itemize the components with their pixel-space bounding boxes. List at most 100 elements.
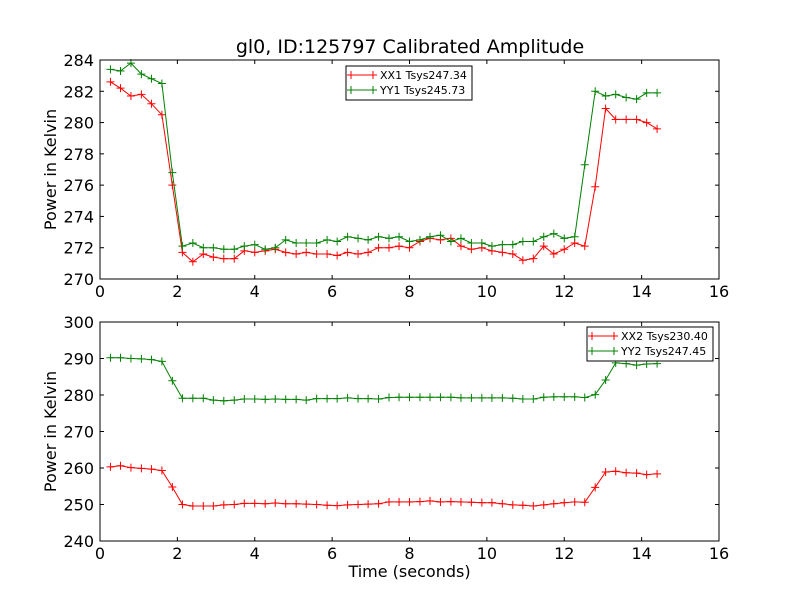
data-point: [622, 115, 631, 124]
data-point: [116, 66, 125, 75]
data-point: [333, 251, 342, 260]
data-point: [147, 355, 156, 364]
y-tick-label: 270: [63, 423, 94, 442]
y-tick-label: 270: [63, 270, 94, 289]
y-tick-label: 278: [63, 145, 94, 164]
data-point: [395, 393, 404, 402]
x-tick-label: 12: [554, 282, 574, 301]
data-point: [611, 115, 620, 124]
legend-marker: [588, 347, 618, 355]
data-point: [116, 461, 125, 470]
data-point: [560, 234, 569, 243]
data-point: [250, 395, 259, 404]
y-tick-label: 290: [63, 350, 94, 369]
data-point: [106, 65, 115, 74]
data-point: [580, 160, 589, 169]
data-point: [436, 231, 445, 240]
y-tick-label: 276: [63, 176, 94, 195]
data-point: [580, 242, 589, 251]
data-point: [188, 501, 197, 510]
legend-label: XX2 Tsys230.40: [621, 330, 708, 343]
data-point: [529, 254, 538, 263]
x-tick-label: 12: [554, 544, 574, 563]
data-point: [250, 248, 259, 257]
data-point: [106, 353, 115, 362]
data-point: [209, 501, 218, 510]
data-point: [116, 353, 125, 362]
data-point: [116, 84, 125, 93]
data-point: [147, 99, 156, 108]
data-point: [292, 239, 301, 248]
x-tick-label: 0: [95, 282, 105, 301]
data-point: [354, 234, 363, 243]
data-point: [312, 239, 321, 248]
data-point: [281, 248, 290, 257]
data-point: [250, 240, 259, 249]
x-tick-label: 8: [404, 544, 414, 563]
legend-marker: [588, 332, 618, 340]
y-tick-label: 280: [63, 386, 94, 405]
data-point: [343, 248, 352, 257]
data-point: [518, 237, 527, 246]
data-point: [302, 248, 311, 257]
data-point: [642, 470, 651, 479]
data-point: [632, 469, 641, 478]
data-point: [560, 498, 569, 507]
data-point: [240, 242, 249, 251]
data-point: [549, 392, 558, 401]
x-tick-label: 2: [172, 544, 182, 563]
data-point: [426, 232, 435, 241]
data-point: [570, 497, 579, 506]
legend: XX2 Tsys230.40 YY2 Tsys247.45: [586, 326, 714, 362]
data-point: [199, 243, 208, 252]
data-point: [529, 237, 538, 246]
data-point: [106, 77, 115, 86]
data-point: [240, 395, 249, 404]
data-point: [591, 87, 600, 96]
data-point: [456, 393, 465, 402]
data-point: [632, 115, 641, 124]
data-point: [508, 394, 517, 403]
data-point: [436, 497, 445, 506]
data-point: [168, 181, 177, 190]
y-tick-label: 272: [63, 239, 94, 258]
data-point: [384, 497, 393, 506]
x-tick-label: 10: [477, 544, 497, 563]
data-point: [529, 501, 538, 510]
data-point: [292, 499, 301, 508]
data-point: [539, 393, 548, 402]
data-point: [549, 249, 558, 258]
data-point: [333, 237, 342, 246]
data-point: [498, 240, 507, 249]
data-point: [230, 245, 239, 254]
y-axis-label: Power in Kelvin: [41, 371, 60, 492]
data-point: [374, 243, 383, 252]
x-tick-label: 10: [477, 282, 497, 301]
y-tick-label: 284: [63, 51, 94, 70]
data-point: [529, 395, 538, 404]
data-point: [591, 483, 600, 492]
data-point: [601, 468, 610, 477]
data-point: [343, 232, 352, 241]
y-tick-label: 260: [63, 459, 94, 478]
data-point: [312, 500, 321, 509]
data-point: [570, 232, 579, 241]
data-point: [374, 499, 383, 508]
data-point: [157, 466, 166, 475]
data-point: [281, 235, 290, 244]
data-point: [333, 501, 342, 510]
data-point: [580, 498, 589, 507]
data-point: [323, 394, 332, 403]
data-point: [498, 248, 507, 257]
data-point: [415, 393, 424, 402]
data-point: [323, 501, 332, 510]
data-point: [209, 253, 218, 262]
data-point: [487, 393, 496, 402]
data-point: [395, 242, 404, 251]
data-point: [209, 396, 218, 405]
data-point: [219, 254, 228, 263]
data-point: [168, 376, 177, 385]
data-point: [653, 88, 662, 97]
data-point: [230, 396, 239, 405]
